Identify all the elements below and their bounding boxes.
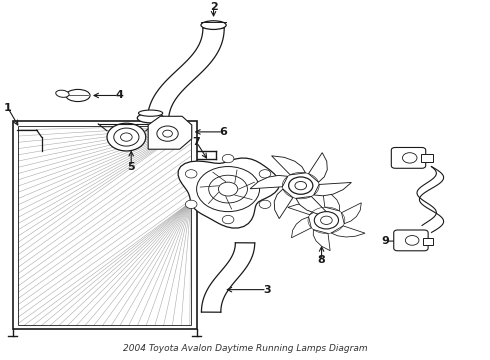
- Circle shape: [114, 128, 139, 146]
- Circle shape: [320, 216, 332, 224]
- Polygon shape: [292, 217, 311, 238]
- Circle shape: [314, 212, 339, 229]
- Circle shape: [402, 153, 417, 163]
- Ellipse shape: [56, 90, 69, 97]
- Polygon shape: [313, 230, 330, 251]
- Polygon shape: [323, 190, 340, 211]
- Bar: [13, 121, 196, 329]
- Circle shape: [222, 215, 234, 224]
- Circle shape: [185, 170, 197, 178]
- Circle shape: [163, 130, 172, 137]
- Polygon shape: [148, 116, 192, 149]
- Circle shape: [121, 133, 132, 141]
- Circle shape: [405, 235, 419, 245]
- Polygon shape: [288, 203, 321, 215]
- Circle shape: [295, 181, 307, 190]
- Bar: [13, 121, 196, 329]
- Bar: [421, 154, 433, 162]
- Circle shape: [196, 167, 260, 212]
- Ellipse shape: [139, 110, 163, 116]
- Polygon shape: [250, 175, 288, 189]
- FancyBboxPatch shape: [394, 230, 428, 251]
- Polygon shape: [178, 158, 279, 228]
- Circle shape: [289, 177, 313, 194]
- Ellipse shape: [137, 113, 164, 123]
- Polygon shape: [271, 156, 305, 175]
- Text: 1: 1: [4, 103, 12, 113]
- FancyBboxPatch shape: [392, 148, 426, 168]
- Text: 2: 2: [210, 2, 218, 12]
- Polygon shape: [331, 226, 365, 237]
- Circle shape: [209, 175, 247, 203]
- Polygon shape: [314, 183, 351, 196]
- Polygon shape: [309, 153, 327, 182]
- Circle shape: [219, 182, 238, 196]
- Circle shape: [259, 170, 271, 178]
- Text: 9: 9: [382, 236, 390, 246]
- Ellipse shape: [201, 21, 226, 30]
- Polygon shape: [296, 197, 330, 215]
- Text: 5: 5: [127, 162, 135, 172]
- Circle shape: [157, 126, 178, 141]
- Text: 2004 Toyota Avalon Daytime Running Lamps Diagram: 2004 Toyota Avalon Daytime Running Lamps…: [122, 344, 368, 353]
- Circle shape: [185, 200, 197, 208]
- Circle shape: [222, 154, 234, 163]
- Circle shape: [107, 123, 146, 151]
- Bar: [423, 238, 434, 244]
- Ellipse shape: [66, 89, 90, 102]
- Bar: [18, 126, 191, 325]
- Text: 8: 8: [318, 255, 325, 265]
- Text: 3: 3: [263, 285, 270, 294]
- Text: 6: 6: [220, 127, 227, 137]
- Circle shape: [259, 200, 271, 208]
- Polygon shape: [342, 203, 361, 224]
- Text: 4: 4: [115, 90, 123, 100]
- Text: 7: 7: [193, 137, 200, 147]
- Polygon shape: [274, 189, 293, 219]
